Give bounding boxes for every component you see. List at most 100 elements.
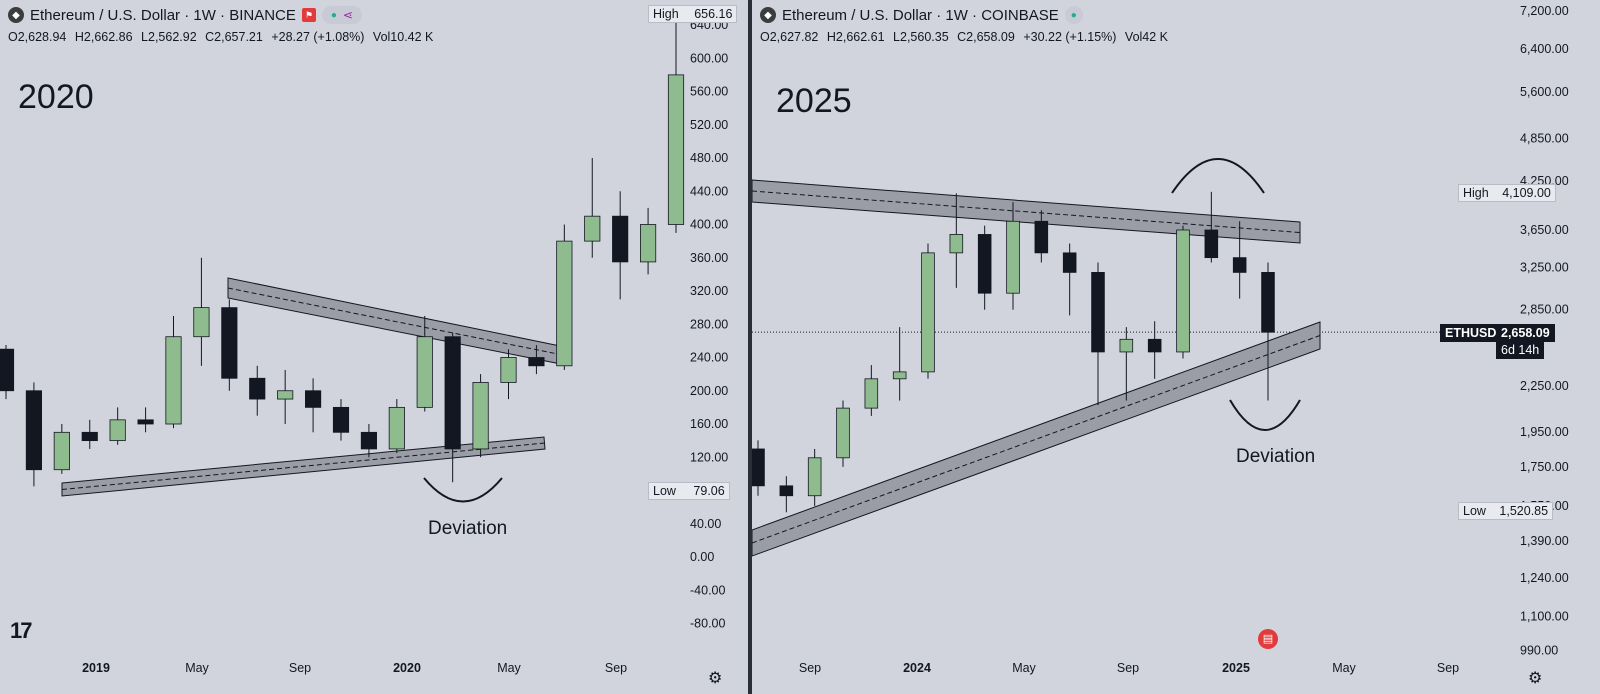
ohlc-high: H2,662.61 — [826, 30, 885, 44]
candle-down — [221, 307, 238, 379]
gear-icon[interactable]: ⚙ — [1528, 670, 1543, 687]
candle-down — [25, 390, 42, 471]
candle-up — [277, 390, 294, 400]
y-axis-tick-label: 2,850.00 — [1520, 303, 1569, 317]
x-axis-tick-label: Sep — [605, 661, 627, 675]
right-chart-panel[interactable]: 7,200.00 6,400.00 5,600.00 4,850.00 4,250.00… — [752, 0, 1600, 694]
share-icon: ⋖ — [342, 8, 353, 22]
bar-countdown: 6d 14h — [1496, 341, 1545, 359]
y-axis-tick-label: 1,390.00 — [1520, 534, 1569, 548]
y-axis-tick-label: 280.00 — [690, 317, 728, 331]
tradingview-logo-icon[interactable]: 17 — [10, 618, 33, 643]
candle-up — [667, 74, 685, 225]
y-axis-tick-label: 560.00 — [690, 85, 728, 99]
support-channel-midline — [752, 335, 1321, 544]
ohlc-change: +30.22 (+1.15%) — [1023, 30, 1117, 44]
panel-divider[interactable] — [748, 0, 752, 694]
candle-up — [584, 215, 601, 242]
status-dot-icon[interactable]: ● — [1064, 6, 1083, 24]
y-axis-tick-label: 990.00 — [1520, 643, 1558, 657]
left-chart-panel[interactable]: 640.00 600.00 560.00 520.00 480.00 440.00 400.… — [0, 0, 748, 694]
deviation-arc — [423, 477, 503, 503]
candle-down — [779, 485, 794, 497]
resistance-channel-midline — [227, 287, 569, 357]
candle-up — [1119, 338, 1134, 353]
x-axis-tick-label: Sep — [1117, 661, 1139, 675]
candle-down — [305, 390, 322, 408]
y-axis-tick-label: 0.00 — [690, 550, 714, 564]
ohlc-low: L2,562.92 — [141, 30, 197, 44]
deviation-annotation: Deviation — [428, 518, 508, 539]
right-chart-title[interactable]: Ethereum / U.S. Dollar · 1W · COINBASE — [782, 6, 1059, 24]
x-axis-tick-label: 2019 — [82, 661, 110, 675]
high-tag-value: 656.16 — [694, 7, 733, 21]
x-axis-tick-label: 2020 — [393, 661, 421, 675]
status-dot-icon: ● — [330, 9, 337, 21]
ohlc-high: H2,662.86 — [74, 30, 133, 44]
x-axis-tick-label: Sep — [1437, 661, 1459, 675]
candle-down — [332, 406, 350, 433]
candle-up — [165, 336, 182, 425]
ohlc-change: +28.27 (+1.08%) — [271, 30, 365, 44]
ohlc-close: C2,658.09 — [957, 30, 1015, 44]
us-flag-icon[interactable]: ▤ — [1258, 629, 1278, 649]
y-axis-tick-label: 1,100.00 — [1520, 609, 1569, 623]
ohlc-open: O2,628.94 — [8, 30, 67, 44]
last-price-tag: 2,658.09 — [1496, 324, 1555, 342]
x-axis-tick-label: May — [497, 661, 521, 675]
candle-up — [1176, 229, 1190, 353]
candle-up — [949, 234, 964, 254]
ohlc-close: C2,657.21 — [205, 30, 263, 44]
candle-down — [528, 357, 545, 367]
candle-down — [1034, 220, 1049, 254]
candle-up — [807, 457, 822, 497]
x-axis-tick-label: 2024 — [903, 661, 931, 675]
candle-up — [53, 431, 70, 471]
x-axis-tick-label: May — [1332, 661, 1356, 675]
high-tag-value: 4,109.00 — [1502, 186, 1551, 200]
left-chart-header: ◆ Ethereum / U.S. Dollar · 1W · BINANCE … — [8, 6, 362, 24]
y-axis-tick-label: -40.00 — [690, 583, 725, 597]
x-axis-tick-label: 2025 — [1222, 661, 1250, 675]
high-tag-label: High — [653, 7, 679, 21]
low-tag-label: Low — [1463, 504, 1486, 518]
x-axis-tick-label: May — [1012, 661, 1036, 675]
y-axis-tick-label: -80.00 — [690, 617, 725, 631]
y-axis-tick-label: 1,950.00 — [1520, 425, 1569, 439]
high-price-tag: High 656.16 — [648, 5, 738, 23]
candle-down — [612, 215, 629, 263]
ethereum-icon: ◆ — [760, 7, 776, 23]
y-axis-tick-label: 1,240.00 — [1520, 571, 1569, 585]
indicator-badges[interactable]: ● ⋖ — [321, 6, 362, 24]
candle-down — [249, 377, 266, 400]
year-annotation: 2025 — [776, 82, 852, 120]
ethereum-icon: ◆ — [8, 7, 24, 23]
left-ohlc-legend: O2,628.94 H2,662.86 L2,562.92 C2,657.21 … — [8, 30, 438, 44]
y-axis-tick-label: 520.00 — [690, 118, 728, 132]
deviation-arc — [1229, 399, 1301, 431]
right-ohlc-legend: O2,627.82 H2,662.61 L2,560.35 C2,658.09 … — [760, 30, 1173, 44]
candle-down — [1062, 252, 1077, 273]
x-axis-tick-label: Sep — [799, 661, 821, 675]
right-chart-canvas[interactable]: 7,200.006,400.005,600.004,850.004,250.00… — [752, 0, 1600, 694]
ohlc-low: L2,560.35 — [893, 30, 949, 44]
low-tag-value: 79.06 — [693, 484, 725, 498]
candle-down — [977, 234, 992, 294]
candle-down — [752, 448, 765, 487]
left-chart-title[interactable]: Ethereum / U.S. Dollar · 1W · BINANCE — [30, 6, 296, 24]
candle-up — [1006, 220, 1020, 294]
candle-down — [0, 348, 15, 392]
left-chart-canvas[interactable]: 640.00600.00560.00520.00480.00440.00400.… — [0, 0, 748, 694]
gear-icon[interactable]: ⚙ — [708, 670, 723, 687]
y-axis-tick-label: 6,400.00 — [1520, 42, 1569, 56]
flag-marker-icon[interactable]: ⚑ — [301, 8, 316, 22]
ohlc-volume: Vol10.42 K — [372, 30, 434, 44]
ohlc-volume: Vol42 K — [1124, 30, 1169, 44]
candle-up — [864, 378, 879, 409]
candle-up — [388, 406, 405, 450]
y-axis-tick-label: 200.00 — [690, 384, 728, 398]
support-channel — [752, 321, 1321, 557]
candle-down — [1147, 338, 1162, 353]
candle-up — [556, 240, 573, 367]
candle-up — [193, 307, 210, 338]
